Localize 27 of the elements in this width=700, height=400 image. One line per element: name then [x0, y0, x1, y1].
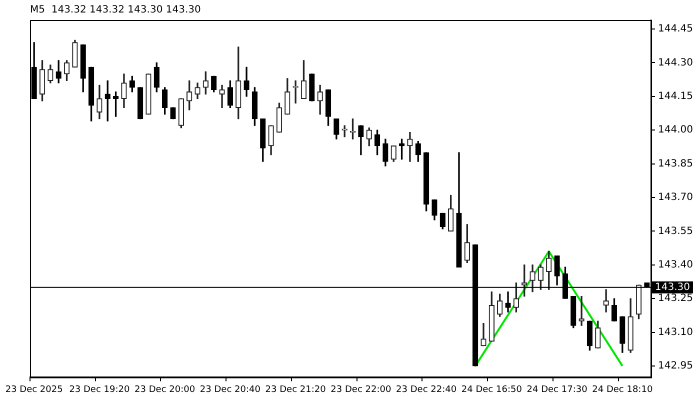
x-tick-label: 23 Dec 22:40 — [396, 384, 457, 395]
candlestick — [578, 296, 584, 326]
chart-title: M5 143.32 143.32 143.30 143.30 — [30, 4, 201, 16]
ref-line-label: 143.30 — [655, 282, 690, 293]
y-tick-label: 143.85 — [658, 158, 694, 170]
candlestick — [219, 84, 225, 108]
y-tick-label: 143.55 — [658, 226, 694, 237]
y-tick-label: 143.25 — [658, 293, 694, 304]
x-tick-label: 23 Dec 21:20 — [265, 384, 326, 395]
x-tick-label: 24 Dec 18:10 — [592, 384, 653, 395]
y-tick-label: 142.95 — [658, 360, 694, 372]
x-tick-label: 24 Dec 16:50 — [461, 384, 522, 395]
y-tick-label: 143.70 — [658, 192, 694, 204]
x-tick-label: 23 Dec 20:00 — [134, 384, 196, 395]
x-tick-label: 24 Dec 17:30 — [526, 384, 588, 395]
y-tick-label: 143.10 — [658, 326, 694, 338]
x-tick-label: 23 Dec 19:20 — [69, 384, 130, 395]
x-tick-label: 23 Dec 2025 — [5, 384, 63, 395]
y-tick-label: 144.00 — [658, 124, 694, 136]
candlestick — [603, 289, 609, 312]
y-tick-label: 144.30 — [658, 57, 694, 68]
y-tick-label: 144.45 — [658, 24, 694, 35]
x-tick-label: 23 Dec 20:40 — [200, 384, 261, 395]
y-tick-label: 143.40 — [658, 259, 694, 270]
y-tick-label: 144.15 — [658, 90, 694, 102]
candlestick — [407, 132, 413, 162]
x-tick-label: 23 Dec 22:00 — [330, 384, 392, 395]
